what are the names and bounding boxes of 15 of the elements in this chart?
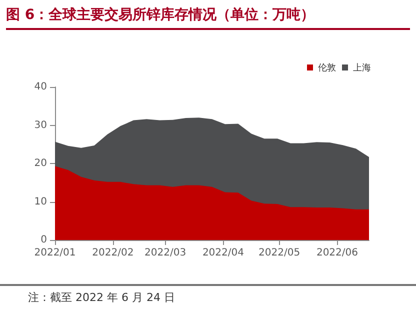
- x-tick-label: 2022/03: [144, 248, 186, 258]
- legend-label: 伦敦: [318, 62, 336, 72]
- legend-label: 上海: [353, 62, 371, 72]
- y-tick-label: 30: [34, 120, 47, 131]
- x-tick-label: 2022/05: [258, 248, 300, 258]
- x-tick-label: 2022/06: [316, 248, 358, 258]
- y-tick-label: 20: [34, 158, 47, 169]
- x-tick-label: 2022/01: [34, 248, 76, 258]
- y-tick-label: 0: [40, 234, 47, 246]
- x-tick-label: 2022/02: [92, 248, 134, 258]
- y-tick-label: 10: [34, 196, 47, 208]
- chart-title: 图 6：全球主要交易所锌库存情况（单位：万吨）: [6, 6, 410, 30]
- y-tick-label: 40: [34, 82, 47, 92]
- x-tick-label: 2022/04: [202, 248, 244, 258]
- text: 注：截至 2022 年 6 月 24 日: [0, 286, 416, 305]
